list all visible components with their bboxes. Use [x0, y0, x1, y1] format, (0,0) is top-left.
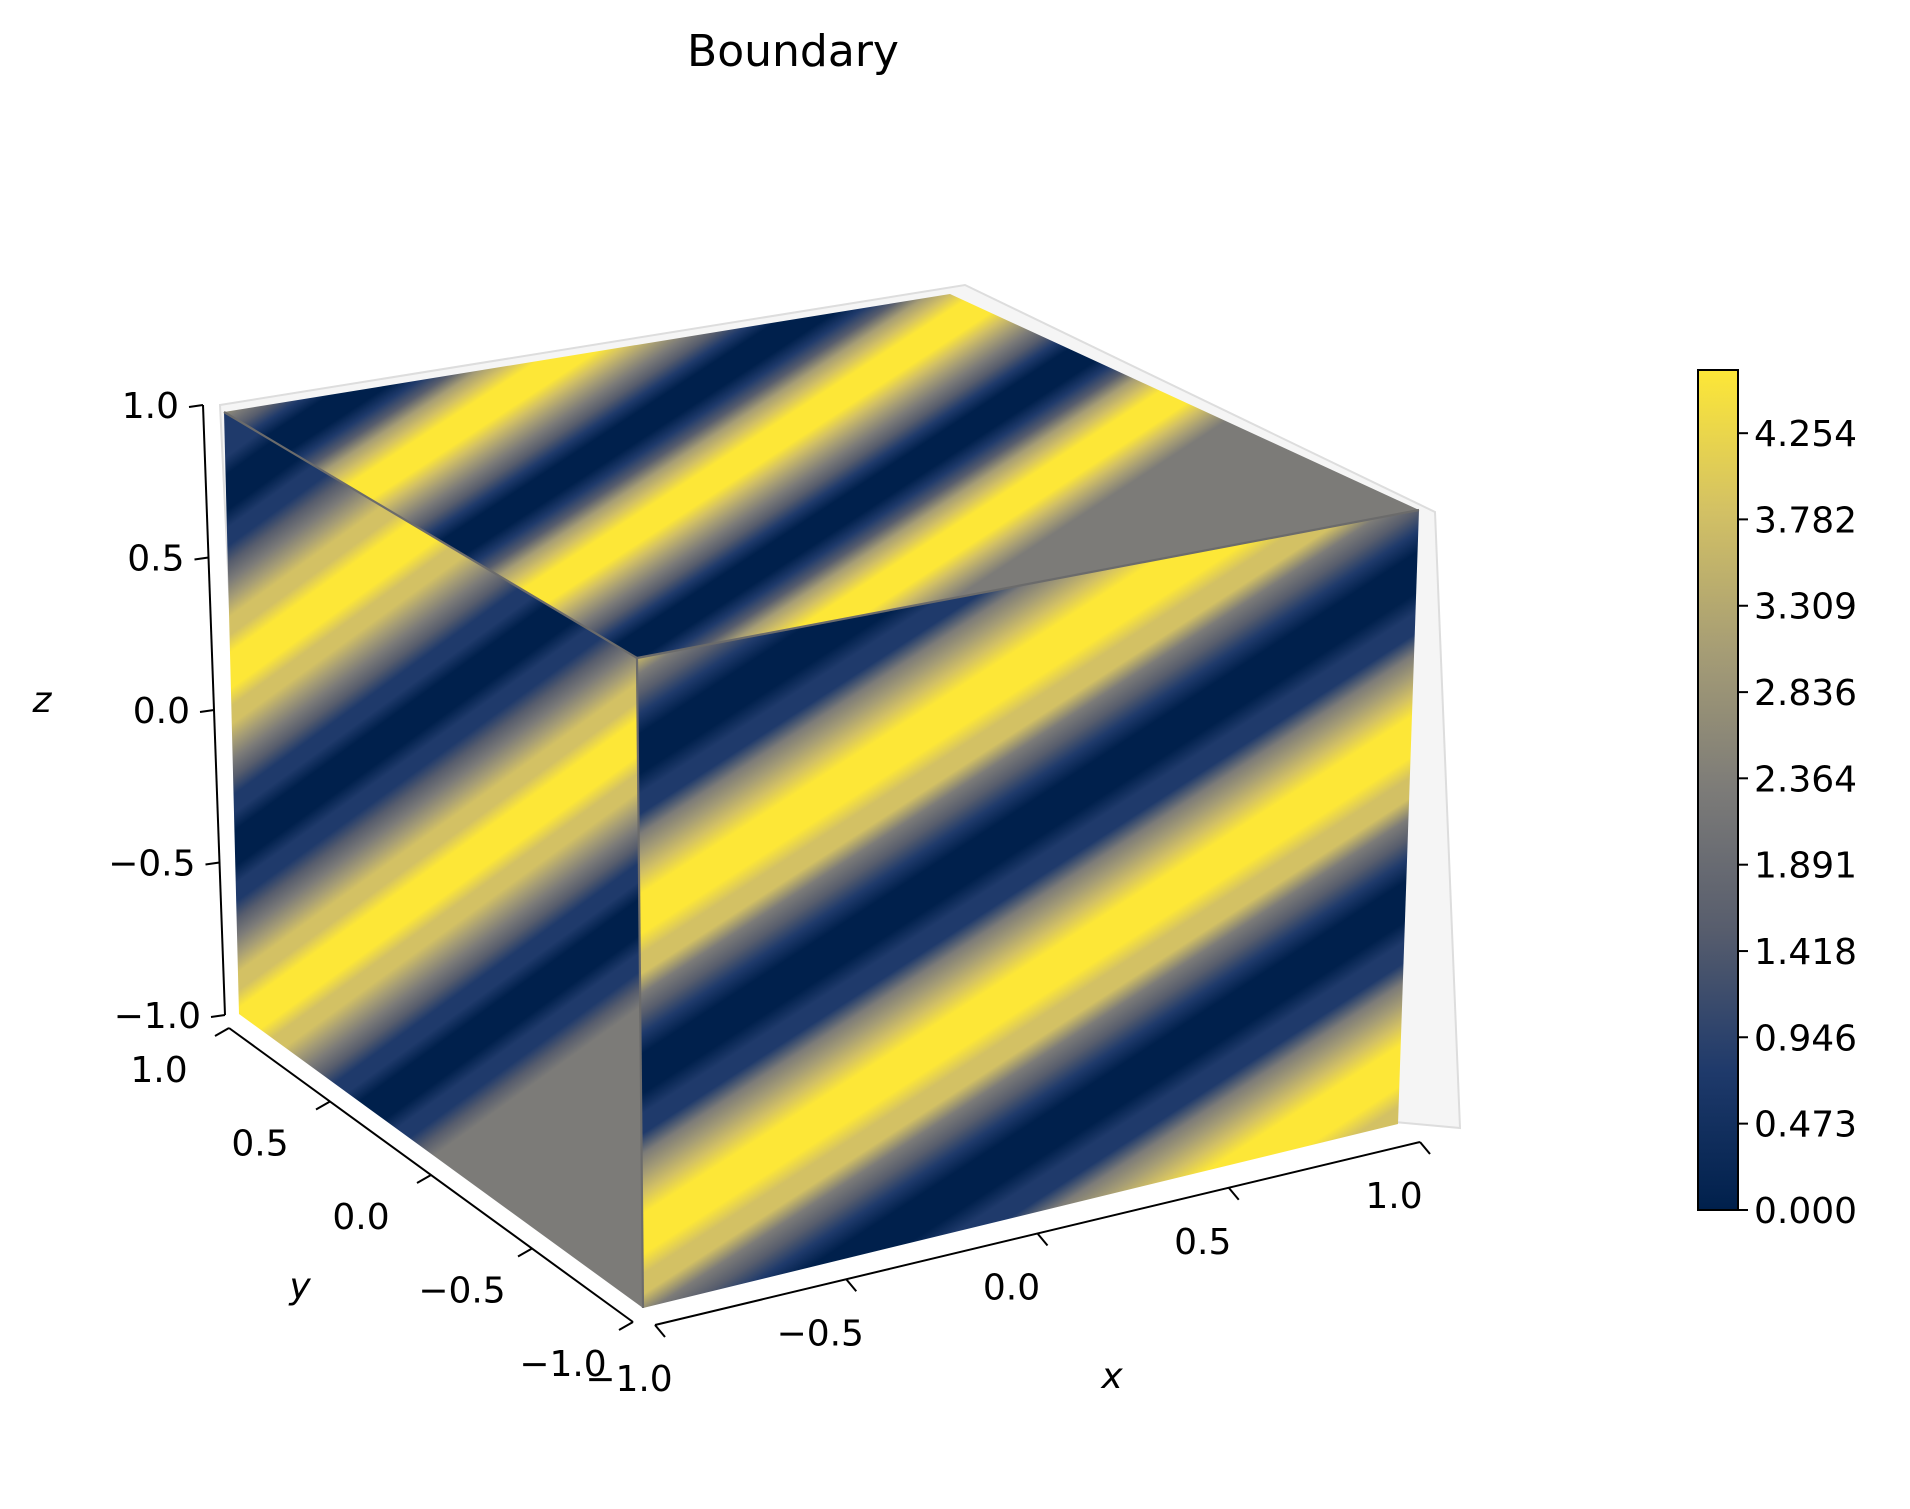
z-tick-label-0: −1.0	[114, 996, 201, 1037]
x-tick-label-0: −1.0	[585, 1359, 672, 1400]
cube-edge-2	[635, 657, 645, 1309]
colorbar-tick-label-8: 3.782	[1754, 500, 1857, 541]
face-left	[224, 412, 643, 1308]
colorbar-tick-label-2: 0.946	[1754, 1018, 1857, 1059]
y-tick-label-0: −1.0	[519, 1344, 606, 1385]
cube-edge-0	[223, 411, 638, 659]
x-tick-3	[1227, 1187, 1240, 1201]
cube-edge-1	[636, 508, 1420, 660]
y-tick-3	[315, 1100, 331, 1111]
z-tick-2	[199, 709, 215, 713]
colorbar-tick-label-7: 3.309	[1754, 587, 1857, 628]
y-tick-label-3: 0.5	[231, 1124, 288, 1165]
face-top	[224, 294, 1419, 658]
y-tick-label-4: 1.0	[130, 1050, 187, 1091]
x-tick-2	[1036, 1232, 1049, 1247]
colorbar-tick-label-6: 2.836	[1754, 673, 1857, 714]
cube-faces	[224, 294, 1419, 1308]
x-tick-label-1: −0.5	[777, 1313, 864, 1354]
colorbar-tick-label-0: 0.000	[1754, 1191, 1857, 1232]
x-tick-label-3: 0.5	[1174, 1222, 1231, 1263]
y-axis-label: y	[288, 1266, 311, 1307]
z-tick-label-2: 0.0	[133, 691, 190, 732]
z-tick-1	[205, 861, 220, 866]
face-front	[637, 510, 1419, 1308]
x-tick-4	[1419, 1141, 1431, 1155]
x-axis-label: x	[1100, 1356, 1123, 1397]
cube-edges	[223, 411, 1420, 1309]
colorbar-tick-label-9: 4.254	[1754, 414, 1857, 455]
x-tick-label-4: 1.0	[1365, 1176, 1422, 1217]
z-tick-4	[188, 404, 204, 408]
chart-title: Boundary	[687, 26, 899, 77]
colorbar-tick-label-3: 1.418	[1754, 932, 1857, 973]
z-tick-label-3: 0.5	[127, 539, 184, 580]
z-tick-label-1: −0.5	[108, 844, 195, 885]
z-tick-3	[194, 556, 209, 561]
axes: −1.0 −0.5 0.0 0.5 1.0 −1.0 −0.5 0.0 0.5 1.0 −1.0 −0…	[108, 386, 1431, 1400]
z-tick-label-4: 1.0	[122, 386, 179, 427]
colorbar-tick-label-5: 2.364	[1754, 759, 1857, 800]
y-tick-4	[214, 1027, 230, 1037]
y-tick-label-2: 0.0	[332, 1197, 389, 1238]
y-tick-label-1: −0.5	[418, 1271, 505, 1312]
x-tick-1	[845, 1278, 858, 1292]
y-tick-2	[416, 1174, 432, 1184]
colorbar-gradient	[1697, 369, 1739, 1211]
y-tick-1	[517, 1247, 533, 1258]
x-tick-label-2: 0.0	[983, 1268, 1040, 1309]
z-axis-label: z	[32, 680, 53, 721]
colorbar-tick-label-1: 0.473	[1754, 1105, 1857, 1146]
colorbar-tick-label-4: 1.891	[1754, 846, 1857, 887]
y-tick-0	[618, 1321, 634, 1331]
z-tick-0	[210, 1014, 226, 1018]
colorbar: 0.000 0.473 0.946 1.418 1.891 2.364 2.836 3.309…	[1697, 369, 1857, 1232]
x-tick-0	[654, 1324, 666, 1338]
